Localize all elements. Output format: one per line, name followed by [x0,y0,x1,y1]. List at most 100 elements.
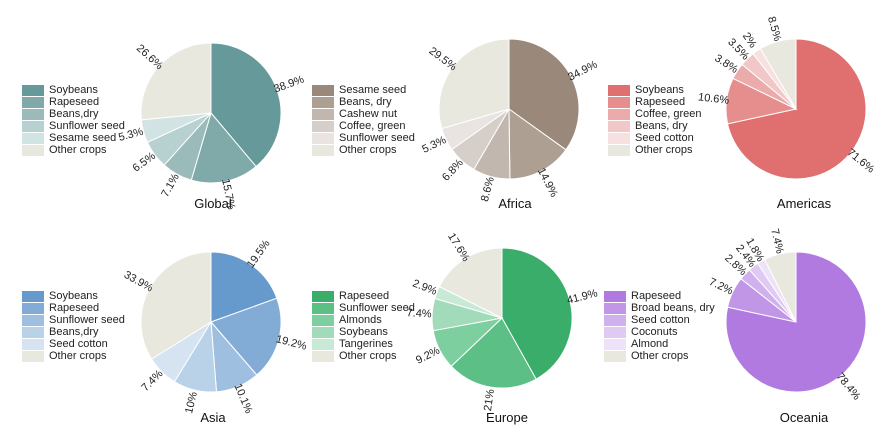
slice-label-africa-other-crops: 29.5% [427,45,459,73]
slice-label-europe-soybeans: 7.4% [406,307,432,320]
legend-label-rapeseed: Rapeseed [635,96,685,108]
slice-africa-beans-dry [508,108,567,180]
legend-swatch-rapeseed [608,97,630,108]
legend-swatch-other-crops [312,351,334,362]
legend-label-other-crops: Other crops [631,350,689,362]
slice-asia-other-crops [140,251,212,360]
legend-label-beans-dry: Beans,dry [49,326,99,338]
legend-label-other-crops: Other crops [49,144,107,156]
pie-panel-africa: 34.9%14.9%8.6%6.8%5.3%29.5%Sesame seedBe… [312,38,600,211]
legend-swatch-rapeseed [22,303,44,314]
legend-label-other-crops: Other crops [635,144,693,156]
legend-label-almond: Almond [631,338,668,350]
legend-label-rapeseed: Rapeseed [49,96,99,108]
legend-swatch-seed-cotton [22,339,44,350]
slice-europe-sunflower-seed [450,317,537,389]
legend-label-sesame-seed: Sesame seed [49,132,116,144]
slice-label-africa-sunflower-seed: 5.3% [420,134,448,156]
slice-europe-rapeseed [501,247,573,380]
legend-swatch-other-crops [604,351,626,362]
legend-swatch-almonds [312,315,334,326]
legend-label-coconuts: Coconuts [631,326,678,338]
legend-label-other-crops: Other crops [49,350,107,362]
slice-label-europe-other-crops: 17.6% [445,231,472,264]
slice-africa-other-crops [438,38,510,130]
legend-label-tangerines: Tangerines [339,338,393,350]
legend-swatch-coffee-green [312,121,334,132]
slice-label-americas-soybeans: 71.6% [845,147,877,176]
region-title-oceania: Oceania [780,410,829,425]
legend-swatch-rapeseed [604,291,626,302]
region-title-africa: Africa [498,196,532,211]
legend-swatch-other-crops [22,351,44,362]
legend-swatch-soybeans [312,327,334,338]
legend-label-rapeseed: Rapeseed [631,290,681,302]
pie-panel-americas: 71.6%10.6%3.8%3.5%2% 8.5%SoybeansRapeseed… [608,15,877,211]
legend-label-other-crops: Other crops [339,350,397,362]
legend-swatch-soybeans [22,85,44,96]
legend-label-soybeans: Soybeans [49,290,98,302]
pie-panel-global: 38.9%15.7%7.1%6.5%5.3%26.6%SoybeansRapes… [22,42,306,211]
slice-global-soybeans [210,42,282,168]
legend-swatch-seed-cotton [604,315,626,326]
slice-label-global-soybeans: 38.9% [272,73,306,95]
legend-label-sunflower-seed: Sunflower seed [49,120,125,132]
legend-label-almonds: Almonds [339,314,382,326]
legend-label-seed-cotton: Seed cotton [635,132,694,144]
slice-label-global-other-crops: 26.6% [134,42,165,72]
legend-swatch-sunflower-seed [312,133,334,144]
slice-asia-rapeseed [210,297,282,376]
legend-swatch-broad-beans-dry [604,303,626,314]
legend-swatch-coconuts [604,327,626,338]
slice-label-europe-almonds: 9.2% [414,345,442,367]
legend-swatch-sunflower-seed [312,303,334,314]
slice-europe-other-crops [438,247,503,319]
legend-label-rapeseed: Rapeseed [49,302,99,314]
pie-panel-europe: 41.9% 21% 9.2% 7.4% 2.9% 17.6% RapeseedSunflow… [312,231,599,425]
legend-label-cashew-nut: Cashew nut [339,108,397,120]
legend-label-other-crops: Other crops [339,144,397,156]
legend-swatch-beans-dry [22,109,44,120]
legend-swatch-soybeans [608,85,630,96]
slice-label-europe-sunflower-seed: 21% [482,388,497,412]
legend-swatch-sunflower-seed [22,315,44,326]
legend-swatch-cashew-nut [312,109,334,120]
legend-swatch-rapeseed [312,291,334,302]
legend-swatch-coffee-green [608,109,630,120]
legend-swatch-sesame-seed [312,85,334,96]
legend-label-soybeans: Soybeans [339,326,388,338]
legend-label-sesame-seed: Sesame seed [339,84,406,96]
slice-global-other-crops [140,42,212,121]
legend-label-soybeans: Soybeans [49,84,98,96]
legend-swatch-rapeseed [22,97,44,108]
legend-swatch-beans-dry [608,121,630,132]
slice-label-global-beans-dry: 7.1% [159,171,182,199]
slice-label-asia-other-crops: 33.9% [122,269,155,295]
slice-asia-soybeans [210,251,278,323]
legend-swatch-tangerines [312,339,334,350]
legend-label-sunflower-seed: Sunflower seed [339,302,415,314]
region-title-americas: Americas [777,196,832,211]
slice-label-europe-rapeseed: 41.9% [566,287,599,307]
legend-label-sunflower-seed: Sunflower seed [339,132,415,144]
slice-label-americas-rapeseed: 10.6% [697,91,730,107]
legend-swatch-sunflower-seed [22,121,44,132]
legend-label-coffee-green: Coffee, green [635,108,701,120]
slice-label-africa-cashew-nut: 8.6% [479,175,497,203]
slice-oceania-other-crops [763,251,797,323]
slice-label-asia-beans-dry: 10% [183,390,200,414]
region-title-global: Global [194,196,232,211]
pie-panel-asia: 19.5%19.2%10.1%10%7.4%33.9%SoybeansRapes… [22,238,308,425]
legend-label-rapeseed: Rapeseed [339,290,389,302]
slice-label-oceania-other-crops: 7.4% [768,228,785,255]
slice-label-oceania-rapeseed: 78.4% [834,371,863,403]
legend-swatch-other-crops [312,145,334,156]
slice-label-africa-beans-dry: 14.9% [535,166,560,199]
